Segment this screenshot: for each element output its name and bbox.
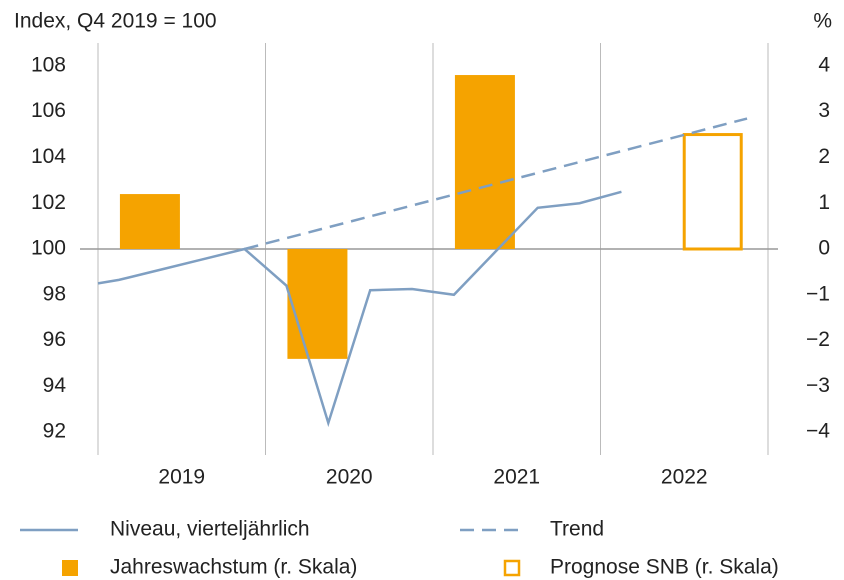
y-tick-label: 104 <box>31 145 66 168</box>
y2-tick-label: −3 <box>806 374 830 397</box>
y2-tick-label: −4 <box>806 420 830 443</box>
y-tick-label: 106 <box>31 99 66 122</box>
series-line <box>97 190 622 428</box>
y2-tick-label: 0 <box>818 237 830 260</box>
bar <box>287 249 348 359</box>
bar <box>119 194 180 249</box>
y2-tick-label: 3 <box>818 99 830 122</box>
y2-tick-label: 1 <box>818 191 830 214</box>
y-tick-label: 102 <box>31 191 66 214</box>
y-tick-label: 98 <box>43 282 66 305</box>
chart-title: Index, Q4 2019 = 100 <box>14 10 217 33</box>
y-tick-label: 108 <box>31 53 66 76</box>
legend-label: Jahreswachstum (r. Skala) <box>110 556 357 579</box>
y2-tick-label: 4 <box>818 53 830 76</box>
y-tick-label: 100 <box>31 237 66 260</box>
x-tick-label: 2022 <box>661 466 708 489</box>
x-tick-label: 2021 <box>493 466 540 489</box>
legend-swatch <box>62 560 78 576</box>
legend-label: Niveau, vierteljährlich <box>110 518 310 541</box>
legend-label: Trend <box>550 518 604 541</box>
y2-tick-label: −1 <box>806 282 830 305</box>
forecast-bar <box>682 133 743 251</box>
y2-tick-label: −2 <box>806 328 830 351</box>
bar <box>454 75 515 250</box>
y2-tick-label: 2 <box>818 145 830 168</box>
y-tick-label: 94 <box>43 374 67 397</box>
y-tick-label: 96 <box>43 328 66 351</box>
legend-label: Prognose SNB (r. Skala) <box>550 556 779 579</box>
y-tick-label: 92 <box>43 420 66 443</box>
y2-axis-label: % <box>813 10 832 33</box>
x-tick-label: 2019 <box>158 466 205 489</box>
x-tick-label: 2020 <box>326 466 373 489</box>
legend-swatch <box>503 559 521 577</box>
